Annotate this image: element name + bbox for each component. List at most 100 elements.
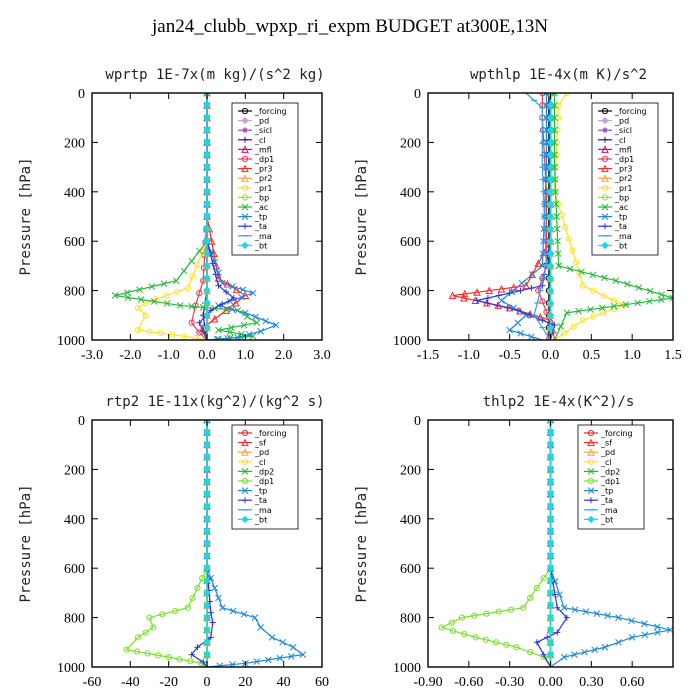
data-point — [203, 299, 211, 307]
data-point — [257, 624, 265, 631]
data-point — [188, 257, 196, 265]
legend-label: _sicl — [614, 126, 632, 135]
data-point — [546, 274, 555, 282]
data-point — [262, 317, 270, 325]
data-point — [546, 564, 555, 572]
data-point — [566, 265, 574, 273]
legend-marker — [601, 107, 609, 115]
data-point — [528, 270, 536, 279]
legend-item: _ta — [238, 222, 267, 231]
legend-marker — [601, 145, 609, 153]
legend-item: _ta — [584, 496, 613, 505]
data-point — [142, 629, 149, 636]
data-point — [551, 126, 558, 134]
legend-item: _sf — [238, 438, 266, 448]
legend-item: _pr2 — [238, 174, 272, 183]
data-point — [551, 163, 558, 171]
data-point — [245, 331, 253, 338]
legend-marker — [587, 487, 595, 494]
legend-label: _dp1 — [600, 477, 620, 486]
series-group — [448, 93, 673, 340]
legend-marker — [242, 497, 248, 504]
x-tick-label: -0.90 — [413, 675, 442, 690]
data-point — [546, 589, 555, 597]
data-point — [654, 629, 661, 636]
x-tick-label: 0.60 — [620, 675, 645, 690]
data-point — [514, 307, 521, 314]
data-point — [483, 610, 490, 617]
data-point — [582, 608, 590, 616]
legend-marker — [602, 223, 608, 230]
legend-item: _pd — [598, 117, 629, 126]
data-point — [590, 287, 597, 294]
x-tick-label: 1.5 — [664, 348, 682, 363]
data-point — [610, 297, 617, 304]
legend-item: _sicl — [598, 126, 632, 135]
legend-label: _ma — [254, 506, 272, 515]
data-point — [485, 286, 494, 295]
legend-label: _bt — [254, 241, 267, 250]
legend-marker — [601, 213, 609, 220]
data-point — [268, 634, 276, 641]
legend-item: _dp1 — [238, 155, 274, 164]
legend-label: _sicl — [254, 126, 272, 135]
data-point — [460, 293, 468, 302]
data-point — [203, 138, 211, 147]
data-point — [264, 656, 272, 664]
data-point — [163, 300, 171, 307]
legend-item: _ma — [584, 506, 618, 515]
data-point — [203, 626, 211, 634]
data-point — [203, 490, 211, 498]
legend-marker — [601, 174, 609, 182]
data-point — [203, 440, 211, 449]
data-point — [546, 262, 555, 270]
legend-item: _mfl — [598, 145, 632, 154]
data-point — [203, 527, 211, 535]
data-point — [146, 328, 153, 335]
data-point — [209, 260, 216, 267]
x-tick-label: 1.0 — [623, 348, 641, 363]
legend-marker — [242, 136, 248, 143]
data-point — [279, 638, 287, 646]
data-point — [176, 656, 183, 663]
y-tick-label: 200 — [400, 136, 421, 151]
y-tick-label: 200 — [64, 463, 85, 478]
data-point — [150, 624, 157, 631]
data-point — [628, 634, 636, 641]
data-point — [484, 299, 491, 306]
legend-item: _bp — [598, 193, 629, 202]
y-tick-label: 400 — [64, 513, 85, 528]
data-point — [560, 604, 568, 612]
data-point — [641, 620, 648, 628]
data-point — [239, 286, 247, 294]
data-point — [157, 330, 165, 337]
x-tick-label: 40 — [277, 675, 291, 690]
legend-item: _ac — [238, 203, 268, 212]
data-point — [543, 93, 550, 97]
data-point — [206, 598, 213, 605]
data-point — [150, 298, 158, 305]
data-point — [543, 139, 550, 146]
data-point — [546, 453, 555, 461]
data-point — [598, 304, 606, 312]
legend-marker — [241, 468, 249, 475]
data-point — [203, 225, 211, 233]
data-point — [506, 326, 514, 334]
x-tick-label: 2.0 — [275, 348, 293, 363]
data-point — [580, 317, 587, 324]
data-point — [188, 319, 195, 326]
data-point — [180, 333, 188, 340]
data-point — [600, 309, 607, 316]
series-line_ta — [536, 420, 568, 667]
legend-item: _mfl — [238, 145, 272, 154]
data-point — [203, 601, 211, 609]
data-point — [553, 225, 561, 233]
legend-label: _pd — [254, 117, 269, 126]
data-point — [507, 606, 515, 613]
data-point — [546, 101, 555, 110]
legend-marker — [587, 429, 595, 437]
data-point — [546, 576, 555, 585]
data-point — [227, 324, 235, 332]
legend-item: _dp2 — [584, 467, 620, 476]
data-point — [581, 648, 588, 656]
